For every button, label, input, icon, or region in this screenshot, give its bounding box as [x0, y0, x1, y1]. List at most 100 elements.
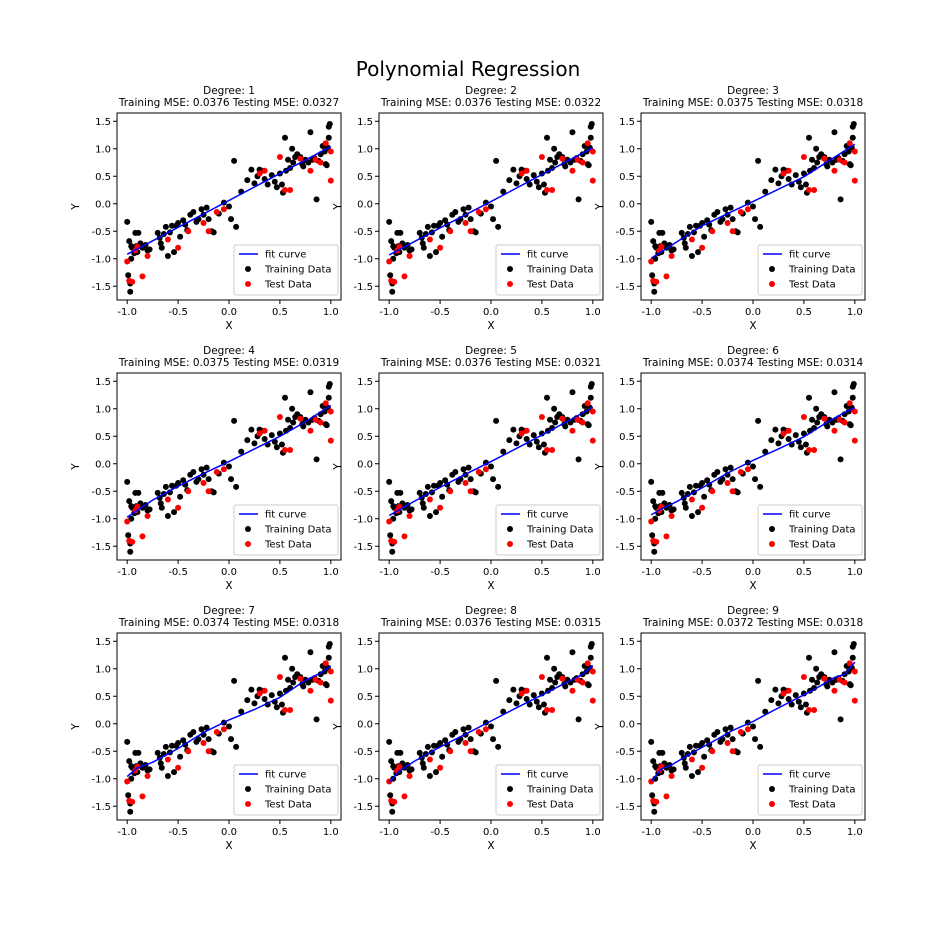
- test-point: [589, 697, 596, 704]
- test-point: [437, 504, 444, 511]
- training-point: [426, 253, 433, 259]
- x-tick-label: 1.0: [847, 307, 863, 318]
- legend-label-training: Training Data: [788, 785, 856, 796]
- test-point: [213, 209, 220, 215]
- subplot-title-mse: Training MSE: 0.0372 Testing MSE: 0.0318: [642, 617, 863, 629]
- training-point: [164, 513, 171, 519]
- training-point: [282, 654, 288, 661]
- test-point: [589, 668, 596, 675]
- training-point: [547, 156, 554, 163]
- training-point: [127, 288, 134, 295]
- y-tick-label: 1.0: [357, 404, 373, 415]
- training-point: [729, 216, 736, 223]
- test-point: [836, 156, 843, 163]
- training-point: [750, 463, 756, 470]
- test-point: [785, 167, 792, 174]
- subplot-title-degree: Degree: 6: [727, 345, 779, 357]
- training-point: [420, 504, 427, 511]
- legend-box: [233, 244, 339, 296]
- training-point: [540, 441, 547, 448]
- training-point: [397, 489, 404, 496]
- training-point: [813, 665, 820, 672]
- training-point: [162, 483, 169, 490]
- training-point: [762, 448, 769, 455]
- y-tick-label: -1.5: [91, 282, 111, 293]
- x-tick-label: 1.0: [585, 567, 601, 578]
- test-point: [144, 513, 151, 519]
- y-tick-label: -0.5: [615, 227, 635, 238]
- test-point: [462, 220, 469, 226]
- test-point: [544, 187, 550, 193]
- training-point: [650, 238, 657, 245]
- test-point: [426, 496, 433, 503]
- training-point: [729, 476, 736, 483]
- training-point: [268, 432, 275, 439]
- y-tick-label: 0.5: [619, 432, 635, 443]
- training-point: [831, 389, 838, 396]
- figure-title: Polynomial Regression: [355, 57, 581, 81]
- training-point: [535, 184, 542, 191]
- training-point: [278, 181, 285, 188]
- test-point: [724, 740, 731, 746]
- training-point: [488, 463, 494, 470]
- legend-label-test: Test Data: [788, 800, 836, 811]
- subplot-title-mse: Training MSE: 0.0376 Testing MSE: 0.0321: [380, 357, 601, 369]
- x-tick-label: -1.0: [117, 827, 137, 838]
- training-point: [231, 157, 238, 164]
- training-point: [124, 738, 131, 745]
- training-point: [849, 134, 856, 141]
- x-tick-label: 0.5: [796, 827, 812, 838]
- training-point: [847, 162, 854, 169]
- training-point: [648, 218, 655, 225]
- test-point: [406, 513, 413, 519]
- training-point: [248, 426, 255, 433]
- training-point: [588, 641, 595, 647]
- training-point: [300, 163, 307, 170]
- test-point: [663, 793, 670, 800]
- legend: fit curve Training Data Test Data: [233, 764, 339, 816]
- training-point: [467, 216, 474, 223]
- test-point: [549, 447, 556, 453]
- training-point: [146, 506, 153, 513]
- y-axis-label: Y: [70, 463, 82, 471]
- training-point: [775, 180, 782, 187]
- y-tick-label: -1.5: [615, 282, 635, 293]
- legend-test-swatch: [245, 801, 251, 807]
- training-point: [837, 196, 844, 203]
- training-point: [389, 288, 396, 295]
- y-tick-label: 1.0: [95, 404, 111, 415]
- y-tick-label: 0.5: [357, 692, 373, 703]
- training-point: [714, 729, 721, 735]
- training-point: [757, 223, 764, 230]
- training-point: [282, 134, 288, 141]
- training-point: [722, 466, 729, 473]
- training-point: [814, 679, 821, 686]
- training-point: [203, 464, 210, 471]
- training-point: [251, 440, 258, 447]
- training-point: [775, 440, 782, 447]
- x-tick-label: -0.5: [692, 567, 712, 578]
- training-point: [797, 184, 804, 191]
- training-point: [233, 743, 240, 750]
- y-axis-label: Y: [332, 463, 344, 471]
- test-point: [447, 488, 454, 495]
- training-point: [171, 509, 178, 516]
- training-point: [420, 244, 427, 251]
- training-point: [228, 736, 235, 743]
- training-point: [323, 422, 330, 429]
- test-point: [139, 273, 146, 280]
- training-point: [569, 389, 576, 396]
- y-tick-label: -1.5: [91, 802, 111, 813]
- training-point: [682, 764, 689, 771]
- test-point: [391, 538, 398, 545]
- training-point: [386, 738, 393, 745]
- test-point: [780, 170, 787, 177]
- test-point: [185, 228, 192, 235]
- training-point: [768, 177, 775, 184]
- test-point: [709, 228, 716, 235]
- training-point: [526, 701, 533, 708]
- test-point: [841, 679, 848, 686]
